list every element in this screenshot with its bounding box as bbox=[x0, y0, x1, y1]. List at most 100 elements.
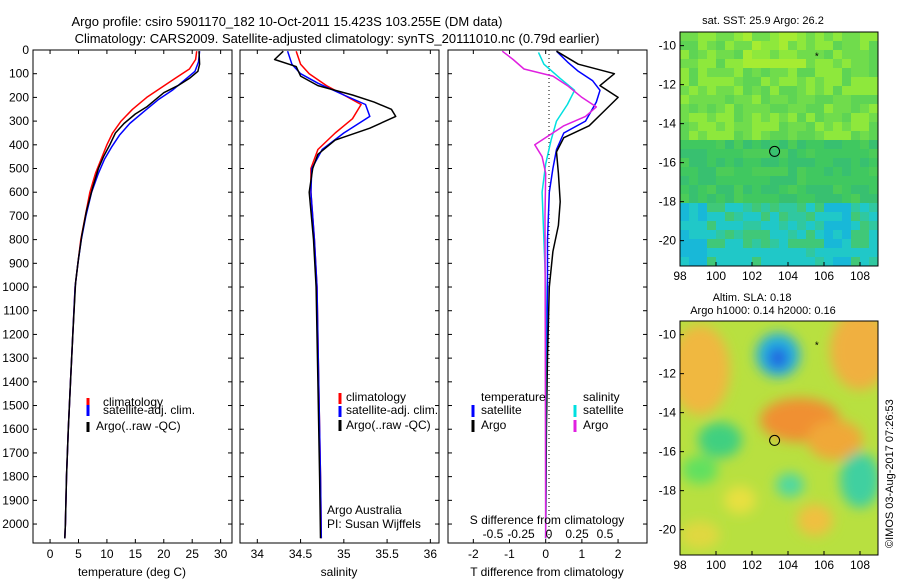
sst-cell bbox=[815, 131, 825, 141]
sst-cell bbox=[743, 140, 753, 150]
sst-cell bbox=[869, 41, 878, 51]
sst-cell bbox=[824, 113, 834, 123]
sst-cell bbox=[869, 212, 878, 222]
sst-cell bbox=[851, 131, 861, 141]
sst-cell bbox=[716, 203, 726, 213]
sla-blob bbox=[830, 321, 878, 390]
sla-blob bbox=[698, 422, 742, 458]
sst-cell bbox=[743, 167, 753, 177]
sst-cell bbox=[806, 104, 816, 114]
sst-cell bbox=[779, 230, 789, 240]
sst-cell bbox=[860, 95, 870, 105]
sst-cell bbox=[779, 59, 789, 69]
sst-cell bbox=[716, 113, 726, 123]
sst-cell bbox=[851, 149, 861, 159]
sst-cell bbox=[824, 122, 834, 132]
depth-tick-label: 0 bbox=[22, 43, 29, 57]
sst-cell bbox=[851, 50, 861, 60]
sst-cell bbox=[860, 230, 870, 240]
sst-cell bbox=[788, 167, 798, 177]
sst-cell bbox=[806, 185, 816, 195]
sst-cell bbox=[725, 176, 735, 186]
sst-cell bbox=[716, 86, 726, 96]
sst-cell bbox=[824, 68, 834, 78]
s-difference-tick-label: 0 bbox=[546, 527, 553, 541]
sst-cell bbox=[842, 113, 852, 123]
sst-cell bbox=[689, 104, 699, 114]
sst-cell bbox=[761, 122, 771, 132]
sst-cell bbox=[797, 185, 807, 195]
difference-x-axis: -2 -1 0 1 2 bbox=[468, 50, 622, 561]
sst-cell bbox=[833, 149, 843, 159]
sst-cell bbox=[779, 32, 789, 42]
sst-cell bbox=[734, 113, 744, 123]
figure-title-line1: Argo profile: csiro 5901170_182 10-Oct-2… bbox=[72, 14, 503, 29]
lat-tick-label: -18 bbox=[659, 195, 677, 209]
sst-cell bbox=[824, 194, 834, 204]
sst-cell bbox=[761, 59, 771, 69]
sst-cell bbox=[734, 167, 744, 177]
sst-cell bbox=[770, 176, 780, 186]
sst-cell bbox=[788, 104, 798, 114]
sst-cell bbox=[860, 248, 870, 258]
sla-blob bbox=[682, 456, 718, 484]
sst-cell bbox=[770, 59, 780, 69]
sst-cell bbox=[824, 203, 834, 213]
sst-cell bbox=[734, 32, 744, 42]
lat-tick-label: -10 bbox=[659, 39, 677, 53]
sst-cell bbox=[725, 86, 735, 96]
sla-map-ticks: 98 100 102 104 106 108 -10 -12 -14 -16 -18 -20 bbox=[659, 328, 871, 572]
sst-cell bbox=[707, 140, 717, 150]
temperature-panel: 0100200300400500600700800900100011001200… bbox=[2, 43, 233, 579]
sst-cell bbox=[788, 203, 798, 213]
sst-cell bbox=[869, 158, 878, 168]
sst-cell bbox=[797, 32, 807, 42]
sst-cell bbox=[689, 140, 699, 150]
sst-cell bbox=[869, 221, 878, 231]
sst-cell bbox=[842, 230, 852, 240]
sst-cell bbox=[698, 77, 708, 87]
lat-tick-label: -14 bbox=[659, 406, 677, 420]
sst-cell bbox=[779, 158, 789, 168]
sst-cell bbox=[689, 257, 699, 266]
sst-cell bbox=[752, 113, 762, 123]
sst-cell bbox=[833, 185, 843, 195]
sst-cell bbox=[815, 158, 825, 168]
sst-cell bbox=[680, 257, 690, 266]
lon-tick-label: 102 bbox=[742, 269, 762, 283]
sst-cell bbox=[761, 32, 771, 42]
sst-cell bbox=[806, 86, 816, 96]
depth-tick-label: 700 bbox=[9, 209, 29, 223]
sst-cell bbox=[725, 212, 735, 222]
sst-cell bbox=[779, 257, 789, 266]
sst-cell bbox=[842, 68, 852, 78]
lon-tick-label: 98 bbox=[673, 269, 687, 283]
sst-cell bbox=[716, 221, 726, 231]
sst-cell bbox=[734, 68, 744, 78]
sst-cell bbox=[707, 86, 717, 96]
sst-cell bbox=[752, 104, 762, 114]
sst-cell bbox=[860, 32, 870, 42]
lon-tick-label: 108 bbox=[850, 558, 870, 572]
sst-cell bbox=[851, 86, 861, 96]
sst-cell bbox=[815, 194, 825, 204]
legend-s-satellite-label: satellite bbox=[583, 403, 624, 417]
sst-cell bbox=[707, 104, 717, 114]
sst-cell bbox=[860, 122, 870, 132]
pi-annotation: PI: Susan Wijffels bbox=[327, 517, 421, 531]
sst-cell bbox=[860, 194, 870, 204]
sst-cell bbox=[770, 221, 780, 231]
sst-cell bbox=[734, 176, 744, 186]
series-line-s-satellite bbox=[537, 52, 576, 539]
sst-cell bbox=[869, 149, 878, 159]
sst-cell bbox=[698, 158, 708, 168]
sst-cell bbox=[707, 95, 717, 105]
sst-cell bbox=[770, 185, 780, 195]
sst-cell bbox=[716, 185, 726, 195]
sst-cell bbox=[788, 194, 798, 204]
sst-cell bbox=[716, 59, 726, 69]
sst-cell bbox=[743, 257, 753, 266]
sst-cell bbox=[770, 194, 780, 204]
sst-cell bbox=[770, 68, 780, 78]
sst-cell bbox=[680, 104, 690, 114]
